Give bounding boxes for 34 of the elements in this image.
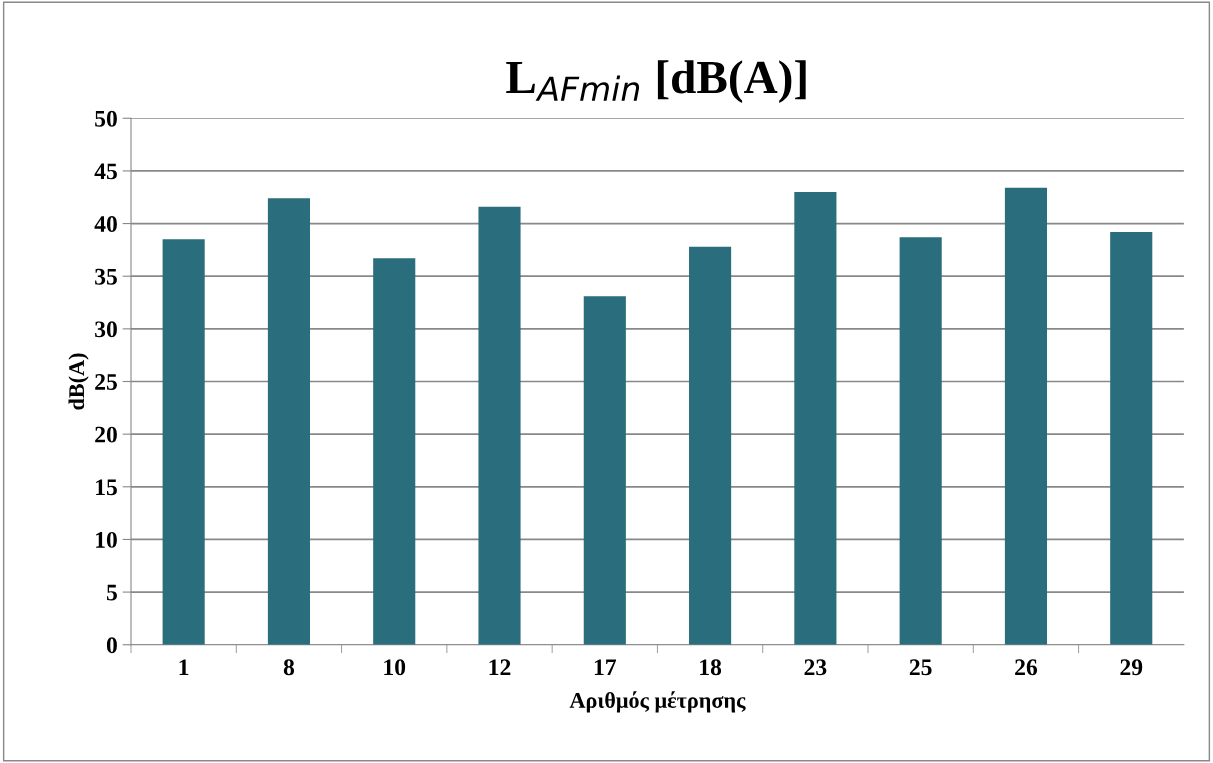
y-tick-label: 40	[94, 216, 117, 232]
y-tick-label: 35	[95, 268, 117, 285]
bar	[689, 246, 732, 645]
bar	[478, 206, 521, 645]
bar	[1004, 187, 1048, 645]
y-tick-label: 20	[95, 426, 117, 443]
x-tick-label: 10	[384, 659, 406, 676]
x-tick-label: 17	[594, 659, 617, 676]
bar	[162, 239, 205, 645]
x-tick-label: 26	[1015, 659, 1038, 676]
x-tick-label: 29	[1120, 659, 1143, 676]
bar	[794, 191, 837, 645]
y-tick-label: 0	[106, 637, 117, 654]
x-tick-label: 23	[804, 659, 827, 676]
y-tick-label: 5	[106, 584, 117, 601]
chart-title: L$_{AFmin}$ [dB(A)]	[506, 60, 806, 104]
y-tick-label: 45	[94, 163, 117, 180]
bar	[267, 198, 310, 645]
bar	[899, 237, 942, 645]
y-tick-label: 25	[95, 374, 117, 390]
y-tick-label: 30	[95, 321, 117, 338]
bar	[583, 296, 626, 645]
x-tick-label: 25	[909, 659, 932, 676]
x-tick-label: 12	[489, 659, 511, 676]
x-tick-label: 8	[283, 659, 295, 676]
x-tick-label: 1	[179, 659, 189, 676]
y-tick-label: 50	[95, 110, 117, 127]
bar	[373, 258, 416, 645]
x-axis-title: Αριθμός μέτρησης	[569, 691, 746, 713]
bar	[1110, 231, 1153, 645]
y-tick-label: 10	[96, 531, 117, 548]
x-tick-label: 18	[700, 659, 722, 676]
y-axis-title: dB(A)	[68, 353, 89, 410]
y-tick-label: 15	[96, 479, 117, 496]
